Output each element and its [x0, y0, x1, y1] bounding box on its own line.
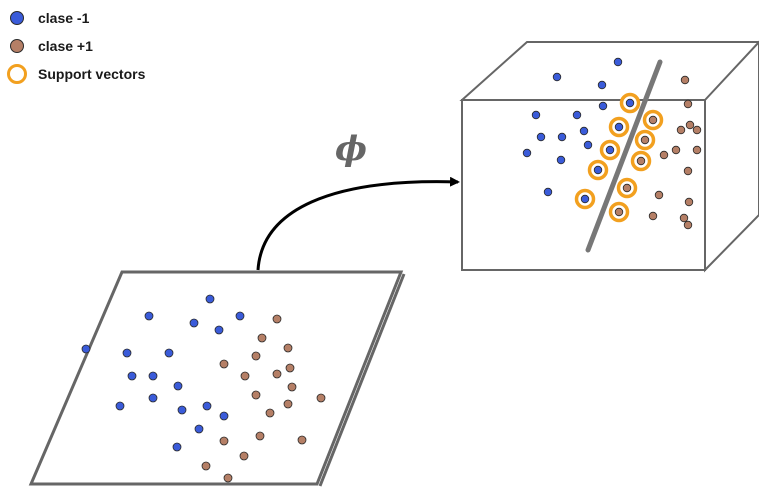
feature-point-class-neg	[598, 101, 608, 111]
input-point-class-pos	[265, 408, 275, 418]
feature-point-class-pos	[671, 145, 681, 155]
input-point-class-pos	[297, 435, 307, 445]
input-point-class-pos	[240, 371, 250, 381]
feature-point-class-neg	[579, 126, 589, 136]
input-point-class-pos	[287, 382, 297, 392]
feature-point-class-pos	[648, 211, 658, 221]
support-vector-class-pos	[636, 156, 646, 166]
feature-box-front	[461, 99, 706, 271]
input-point-class-pos	[316, 393, 326, 403]
legend-item-class-neg: clase -1	[6, 4, 145, 32]
input-point-class-pos	[285, 363, 295, 373]
feature-point-class-neg	[531, 110, 541, 120]
input-point-class-neg	[172, 442, 182, 452]
feature-point-class-neg	[572, 110, 582, 120]
orange-ring-icon	[7, 64, 27, 84]
support-vector-class-neg	[580, 194, 590, 204]
feature-point-class-neg	[522, 148, 532, 158]
feature-point-class-neg	[536, 132, 546, 142]
legend-item-support-vectors: Support vectors	[6, 60, 145, 88]
feature-point-class-pos	[684, 197, 694, 207]
input-point-class-pos	[219, 436, 229, 446]
input-point-class-neg	[122, 348, 132, 358]
feature-point-class-pos	[680, 75, 690, 85]
feature-point-class-pos	[679, 213, 689, 223]
input-point-class-neg	[205, 294, 215, 304]
input-point-class-pos	[257, 333, 267, 343]
feature-point-class-pos	[692, 145, 702, 155]
input-point-class-pos	[272, 314, 282, 324]
feature-point-class-neg	[556, 155, 566, 165]
feature-point-class-pos	[683, 99, 693, 109]
input-point-class-neg	[235, 311, 245, 321]
feature-point-class-neg	[597, 80, 607, 90]
input-point-class-neg	[189, 318, 199, 328]
input-point-class-pos	[251, 351, 261, 361]
legend-label-class-pos: clase +1	[38, 38, 93, 54]
input-point-class-neg	[177, 405, 187, 415]
phi-label: ϕ	[335, 129, 367, 169]
legend-label-class-neg: clase -1	[38, 10, 90, 26]
input-point-class-neg	[127, 371, 137, 381]
legend: clase -1 clase +1 Support vectors	[6, 4, 145, 88]
feature-point-class-neg	[557, 132, 567, 142]
feature-point-class-pos	[683, 220, 693, 230]
input-point-class-neg	[194, 424, 204, 434]
input-point-class-pos	[251, 390, 261, 400]
support-vector-class-neg	[593, 165, 603, 175]
support-vector-class-pos	[648, 115, 658, 125]
feature-point-class-neg	[543, 187, 553, 197]
feature-point-class-neg	[583, 140, 593, 150]
feature-point-class-pos	[685, 120, 695, 130]
feature-point-class-pos	[683, 166, 693, 176]
feature-point-class-pos	[692, 125, 702, 135]
input-point-class-pos	[219, 359, 229, 369]
input-space-plane	[28, 270, 404, 486]
input-point-class-neg	[148, 393, 158, 403]
input-point-class-neg	[214, 325, 224, 335]
input-point-class-pos	[283, 343, 293, 353]
separating-hyperplane	[585, 59, 663, 253]
legend-label-support-vectors: Support vectors	[38, 66, 146, 82]
feature-point-class-neg	[613, 57, 623, 67]
mapping-arrow	[256, 176, 460, 271]
support-vector-class-neg	[625, 98, 635, 108]
input-point-class-pos	[255, 431, 265, 441]
input-point-class-pos	[223, 473, 233, 483]
input-point-class-neg	[144, 311, 154, 321]
legend-item-class-pos: clase +1	[6, 32, 145, 60]
feature-point-class-pos	[654, 190, 664, 200]
support-vector-class-pos	[640, 135, 650, 145]
blue-dot-icon	[10, 11, 24, 25]
brown-dot-icon	[10, 39, 24, 53]
input-point-class-neg	[219, 411, 229, 421]
input-point-class-neg	[164, 348, 174, 358]
input-point-class-neg	[148, 371, 158, 381]
support-vector-class-neg	[614, 122, 624, 132]
input-point-class-neg	[115, 401, 125, 411]
input-point-class-neg	[81, 344, 91, 354]
support-vector-class-neg	[605, 145, 615, 155]
feature-point-class-neg	[552, 72, 562, 82]
input-point-class-pos	[272, 369, 282, 379]
input-point-class-neg	[173, 381, 183, 391]
input-point-class-pos	[201, 461, 211, 471]
input-point-class-pos	[283, 399, 293, 409]
input-point-class-neg	[202, 401, 212, 411]
data-points	[81, 57, 702, 483]
input-point-class-pos	[239, 451, 249, 461]
feature-point-class-pos	[659, 150, 669, 160]
support-vector-class-pos	[614, 207, 624, 217]
support-vector-class-pos	[622, 183, 632, 193]
feature-point-class-pos	[676, 125, 686, 135]
input-plane-edge-shadow	[318, 273, 406, 487]
